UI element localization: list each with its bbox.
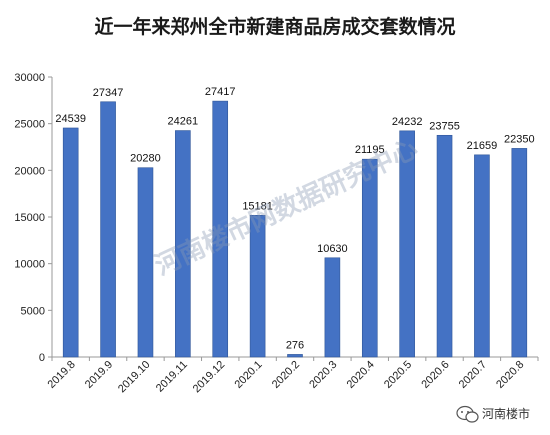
bar xyxy=(175,130,191,358)
logo-text: 河南楼市 xyxy=(482,406,530,421)
data-labels: 24539 27347 20280 24261 27417 15181 276 10630 21… xyxy=(55,86,534,351)
x-tick-label: 2020.7 xyxy=(457,359,489,391)
x-tick-label: 2019.11 xyxy=(154,359,190,395)
x-tick-label: 2019.8 xyxy=(46,359,78,391)
data-label: 24232 xyxy=(392,116,423,128)
bar xyxy=(436,134,453,358)
watermark: 河南楼市网数据研究中心 xyxy=(150,133,422,282)
bar xyxy=(137,167,154,358)
data-label: 10630 xyxy=(317,243,348,255)
data-label: 23755 xyxy=(429,120,460,132)
data-label: 24539 xyxy=(55,113,86,125)
bar xyxy=(100,101,116,358)
x-tick-label: 2019.9 xyxy=(83,359,115,391)
bar xyxy=(287,354,303,358)
chart-title: 近一年来郑州全市新建商品房成交套数情况 xyxy=(94,15,455,38)
brand-logo: 河南楼市 xyxy=(456,405,530,423)
y-tick-label: 0 xyxy=(39,352,45,364)
y-tick-label: 30000 xyxy=(14,72,45,84)
x-tick-label: 2020.6 xyxy=(419,359,451,391)
data-label: 21659 xyxy=(467,140,498,152)
data-label: 24261 xyxy=(168,116,199,128)
y-tick-label: 5000 xyxy=(21,305,45,317)
y-tick-label: 20000 xyxy=(14,165,45,177)
x-tick-label: 2020.2 xyxy=(270,359,302,391)
bar xyxy=(361,158,378,358)
data-label: 20280 xyxy=(130,153,161,165)
bar xyxy=(511,148,528,358)
bar xyxy=(62,127,79,358)
x-tick-label: 2019.10 xyxy=(116,359,153,396)
x-axis: 2019.8 2019.9 2019.10 2019.11 2019.12 2020.1 2… xyxy=(46,356,539,396)
bar-series xyxy=(62,100,528,358)
bar xyxy=(249,215,266,358)
x-tick-label: 2020.4 xyxy=(345,359,377,391)
data-label: 276 xyxy=(286,339,304,351)
x-tick-label: 2020.5 xyxy=(382,359,414,391)
bar xyxy=(399,130,415,358)
wechat-icon xyxy=(456,405,479,423)
data-label: 21195 xyxy=(355,144,385,156)
bar xyxy=(324,257,341,358)
data-label: 27347 xyxy=(93,87,124,99)
x-tick-label: 2019.12 xyxy=(191,359,228,396)
bar xyxy=(474,154,490,358)
y-axis: 0 5000 10000 15000 20000 25000 30000 xyxy=(14,72,53,364)
y-tick-label: 15000 xyxy=(14,212,45,224)
bar xyxy=(212,100,229,358)
x-tick-label: 2020.3 xyxy=(307,359,339,391)
data-label: 27417 xyxy=(205,86,236,98)
y-tick-label: 10000 xyxy=(14,259,45,271)
watermark-text: 河南楼市网数据研究中心 xyxy=(150,133,422,282)
x-tick-label: 2020.8 xyxy=(494,359,526,391)
data-label: 22350 xyxy=(504,133,535,145)
y-tick-label: 25000 xyxy=(14,119,45,131)
data-label: 15181 xyxy=(242,200,273,212)
x-tick-label: 2020.1 xyxy=(232,359,264,391)
